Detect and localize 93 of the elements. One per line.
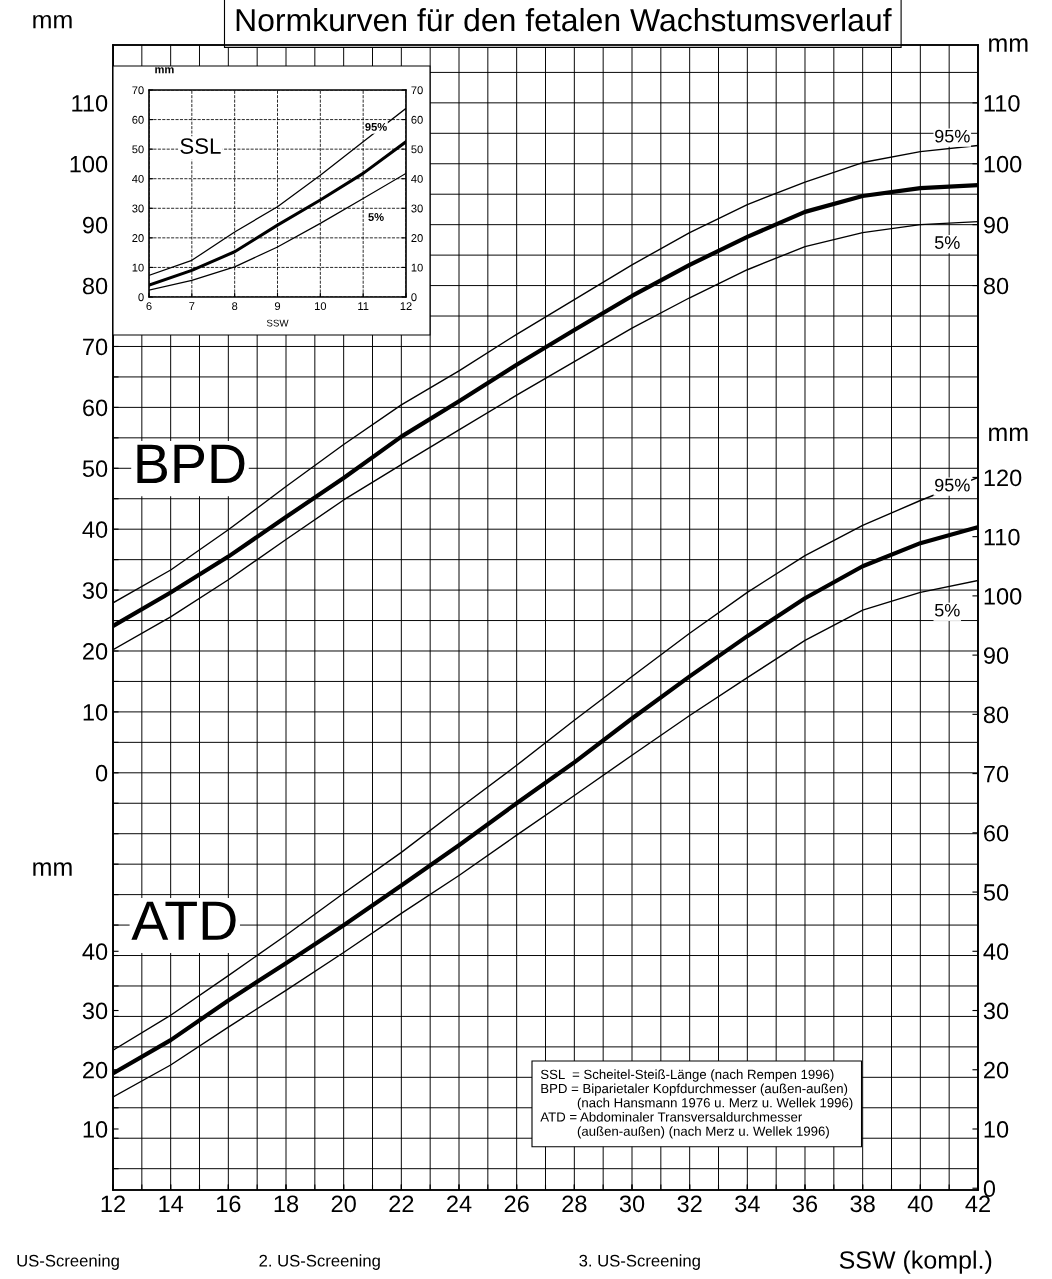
x-tick-label: 11 (358, 302, 369, 310)
series-label: 5% (934, 603, 960, 617)
y-tick-label: 70 (83, 338, 108, 356)
y2-tick-label: 0 (411, 293, 417, 302)
y-tick-label: 40 (82, 521, 108, 538)
y-tick-label: 50 (132, 145, 144, 154)
y2-tick-label: 10 (984, 1121, 1009, 1138)
x-tick-label: 12 (101, 1195, 125, 1212)
annotation: BPD (137, 444, 245, 484)
y-tick-label: 20 (83, 1061, 108, 1079)
y-tick-label: 10 (83, 1121, 108, 1138)
x-tick-label: 20 (331, 1195, 356, 1213)
y-tick-label: 10 (83, 703, 108, 721)
x-tick-label: 8 (232, 302, 238, 311)
y2-tick-label: 20 (984, 1061, 1009, 1079)
y-tick-label: 90 (82, 216, 108, 234)
y-tick-label: 50 (82, 460, 108, 478)
y2-tick-label: 60 (984, 824, 1009, 842)
y-tick-label: 40 (132, 174, 144, 183)
y-axis-title: mm (33, 862, 72, 876)
y2-tick-label: 30 (983, 1002, 1009, 1020)
y-tick-label: 70 (132, 86, 144, 95)
series-label: 5% (368, 213, 384, 221)
x-tick-label: 12 (400, 302, 412, 310)
x-tick-label: 24 (447, 1195, 472, 1212)
x-tick-label: 40 (907, 1195, 933, 1213)
x-tick-label: 7 (189, 302, 195, 310)
x-tick-label: 18 (274, 1195, 299, 1213)
y2-tick-label: 80 (983, 706, 1009, 724)
x-tick-label: 10 (315, 302, 327, 311)
y2-tick-label: 50 (983, 884, 1009, 901)
y2-tick-label: 30 (411, 204, 423, 213)
y2-tick-label: 0 (983, 1180, 996, 1198)
text: 3. US-Screening (579, 1254, 700, 1270)
annotation: ATD (131, 901, 236, 940)
y-tick-label: 40 (82, 943, 108, 961)
y2-tick-label: 70 (411, 86, 423, 95)
x-tick-label: 6 (146, 302, 152, 311)
annotation: SSL (180, 138, 221, 154)
x-tick-label: 32 (677, 1195, 702, 1213)
y2-tick-label: 110 (984, 94, 1020, 112)
series-label: 95% (935, 478, 970, 492)
y2-tick-label: 10 (411, 263, 423, 272)
y-tick-label: 110 (72, 94, 108, 112)
x-tick-label: 42 (965, 1195, 990, 1212)
x-tick-label: 22 (389, 1195, 414, 1212)
y-tick-label: 30 (82, 1002, 108, 1020)
text: 2. US-Screening (259, 1254, 380, 1270)
x-tick-label: 30 (619, 1195, 645, 1213)
y-tick-label: 0 (95, 764, 108, 782)
y-tick-label: 60 (83, 399, 108, 417)
y-axis-title: mm (155, 67, 174, 74)
x-tick-label: 14 (159, 1195, 184, 1212)
x-tick-label: 34 (735, 1195, 760, 1213)
x-tick-label: 26 (504, 1195, 529, 1213)
y2-tick-label: 60 (411, 115, 423, 124)
y2-axis-title: mm (989, 38, 1028, 52)
y-tick-label: 100 (70, 155, 108, 173)
y-tick-label: 80 (82, 277, 108, 295)
y-tick-label: 30 (82, 582, 108, 599)
y2-tick-label: 50 (411, 145, 423, 154)
series-label: 95% (935, 129, 970, 143)
y2-tick-label: 40 (983, 943, 1009, 961)
y2-tick-label: 20 (411, 234, 423, 242)
y2-axis-title: mm (989, 427, 1028, 441)
y-tick-label: 10 (132, 263, 144, 272)
y-tick-label: 30 (132, 204, 144, 213)
series-label: 95% (365, 122, 387, 131)
x-tick-label: 16 (217, 1195, 241, 1213)
y2-tick-label: 100 (984, 587, 1022, 605)
y2-tick-label: 90 (983, 647, 1009, 664)
x-axis-title: SSW (266, 319, 289, 327)
x-tick-label: 28 (562, 1195, 587, 1213)
y2-tick-label: 100 (984, 155, 1022, 173)
y2-tick-label: 40 (411, 174, 423, 183)
x-tick-label: 36 (792, 1195, 818, 1213)
y2-tick-label: 120 (984, 469, 1022, 487)
y2-tick-label: 80 (983, 277, 1009, 295)
y-axis-title: mm (33, 14, 72, 29)
y2-tick-label: 90 (983, 216, 1009, 234)
y-tick-label: 20 (132, 234, 144, 242)
series-label: 5% (934, 236, 960, 249)
y-tick-label: 20 (83, 643, 108, 660)
x-axis-title: SSW (kompl.) (839, 1250, 992, 1274)
y-tick-label: 60 (132, 115, 144, 124)
y-tick-label: 0 (138, 293, 144, 302)
y2-tick-label: 110 (984, 528, 1020, 546)
x-tick-label: 9 (274, 302, 281, 311)
x-tick-label: 38 (850, 1195, 875, 1213)
text: US-Screening (17, 1254, 119, 1270)
annotation: SSL = Scheitel-Steiß-Länge (nach Rempen 1996) BPD = Biparietaler Kopfdurchmesser (außen-außen) (nach Hansmann 1976 u. Merz u. Wellek 1996) ATD = Abdominaler Transversaldurchmesser (außen-außen) (nach Merz u. Wellek 1996) (540, 1069, 853, 1139)
y2-tick-label: 70 (984, 765, 1009, 783)
chart-title: Normkurven für den fetalen Wachstumsverlauf (236, 7, 892, 32)
